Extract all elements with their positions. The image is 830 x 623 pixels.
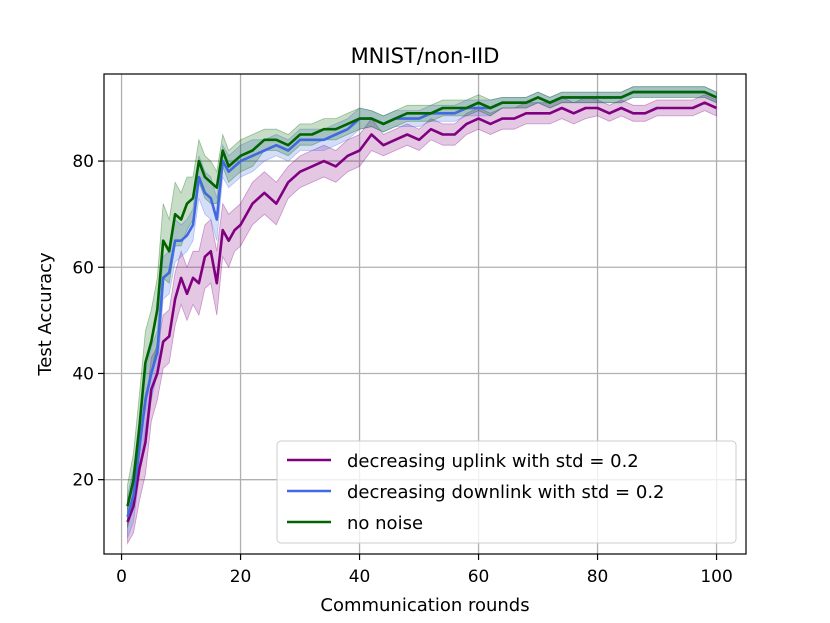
x-tick-label: 80 (587, 567, 609, 587)
x-tick-label: 60 (468, 567, 490, 587)
band-uplink (127, 94, 717, 545)
band-no-noise (127, 86, 717, 528)
band-downlink (127, 86, 717, 539)
x-tick-label: 20 (230, 567, 252, 587)
chart-title: MNIST/non-IID (351, 44, 500, 68)
legend-label-no-noise: no noise (347, 513, 423, 534)
y-tick-label: 20 (72, 471, 94, 491)
y-axis-label: Test Accuracy (35, 252, 56, 377)
y-tick-label: 80 (72, 152, 94, 172)
x-tick-label: 40 (349, 567, 371, 587)
legend-box (276, 440, 737, 544)
grid (104, 74, 746, 554)
y-tick-label: 40 (72, 364, 94, 384)
series-line-uplink (126, 101, 718, 523)
axis-ticks: 0 20 40 60 80 100 20 40 60 80 (72, 152, 732, 587)
legend-label-downlink: decreasing downlink with std = 0.2 (347, 482, 665, 503)
plot-frame (103, 73, 747, 555)
confidence-bands (127, 86, 717, 545)
x-tick-label: 0 (116, 567, 127, 587)
series-line-no-noise (126, 90, 718, 507)
x-axis-label: Communication rounds (320, 595, 529, 616)
y-tick-label: 60 (72, 258, 94, 278)
legend-label-uplink: decreasing uplink with std = 0.2 (347, 451, 639, 472)
x-tick-label: 100 (700, 567, 732, 587)
series-lines (126, 90, 718, 523)
legend: decreasing uplink with std = 0.2 decreas… (276, 440, 737, 544)
